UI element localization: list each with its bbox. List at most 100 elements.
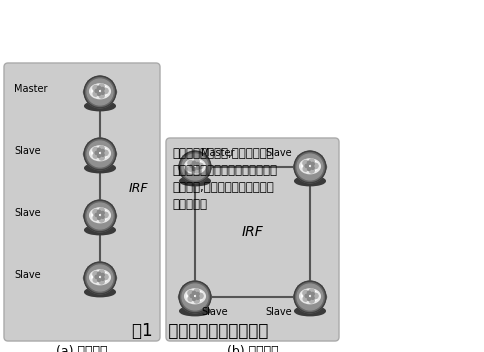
Circle shape	[194, 298, 199, 303]
Circle shape	[84, 138, 116, 170]
Circle shape	[101, 153, 104, 156]
Ellipse shape	[300, 159, 320, 174]
Circle shape	[188, 296, 193, 301]
Text: (a) 链形连接: (a) 链形连接	[56, 345, 108, 352]
Circle shape	[93, 277, 98, 282]
Circle shape	[93, 147, 98, 153]
Circle shape	[98, 216, 101, 219]
Circle shape	[196, 293, 199, 296]
Text: 图中线表示堆链路,用以区别普通: 图中线表示堆链路,用以区别普通	[172, 147, 274, 160]
Circle shape	[84, 262, 116, 294]
Text: Slave: Slave	[14, 208, 41, 218]
Text: 图1   堆叠的物理连接示意图: 图1 堆叠的物理连接示意图	[132, 322, 268, 340]
Ellipse shape	[180, 176, 211, 186]
Ellipse shape	[302, 160, 318, 172]
Circle shape	[101, 149, 104, 153]
Circle shape	[87, 79, 113, 105]
Ellipse shape	[85, 287, 115, 297]
Ellipse shape	[92, 209, 108, 221]
Circle shape	[193, 168, 196, 170]
Circle shape	[87, 265, 113, 291]
Circle shape	[101, 277, 104, 280]
Circle shape	[182, 284, 208, 310]
Ellipse shape	[92, 147, 108, 159]
Text: Slave: Slave	[201, 307, 227, 317]
Circle shape	[101, 215, 104, 218]
Circle shape	[93, 91, 98, 96]
Circle shape	[93, 209, 98, 215]
Text: IRF: IRF	[242, 225, 264, 239]
Circle shape	[103, 150, 108, 156]
Ellipse shape	[295, 176, 325, 186]
Circle shape	[98, 93, 101, 95]
Circle shape	[99, 146, 104, 151]
Circle shape	[188, 161, 194, 166]
Circle shape	[103, 212, 108, 218]
Circle shape	[307, 168, 310, 170]
Circle shape	[313, 293, 318, 299]
Ellipse shape	[92, 271, 108, 283]
Circle shape	[95, 151, 98, 155]
Ellipse shape	[90, 84, 110, 99]
Text: IRF: IRF	[128, 182, 148, 195]
Ellipse shape	[302, 290, 318, 302]
Circle shape	[99, 155, 105, 160]
Circle shape	[194, 168, 199, 173]
Ellipse shape	[85, 163, 115, 173]
Circle shape	[99, 93, 105, 98]
Circle shape	[99, 279, 105, 284]
Circle shape	[307, 297, 310, 301]
Text: (b) 环形连接: (b) 环形连接	[227, 345, 278, 352]
Circle shape	[303, 161, 308, 166]
Circle shape	[196, 296, 199, 299]
Text: Slave: Slave	[14, 270, 41, 280]
Circle shape	[182, 154, 208, 180]
Circle shape	[188, 166, 193, 171]
Circle shape	[297, 154, 323, 180]
Circle shape	[303, 296, 308, 301]
Circle shape	[311, 296, 314, 299]
Text: Slave: Slave	[14, 146, 41, 156]
Circle shape	[101, 212, 104, 215]
Circle shape	[294, 281, 326, 313]
Text: Slave: Slave	[265, 148, 292, 158]
Circle shape	[193, 297, 196, 301]
Circle shape	[197, 293, 203, 299]
Circle shape	[84, 76, 116, 108]
Ellipse shape	[90, 146, 110, 161]
Circle shape	[192, 291, 196, 295]
Circle shape	[307, 291, 311, 295]
Circle shape	[84, 200, 116, 232]
Circle shape	[190, 164, 194, 168]
Circle shape	[309, 298, 314, 303]
Ellipse shape	[90, 208, 110, 223]
Circle shape	[313, 163, 318, 169]
Circle shape	[99, 270, 104, 275]
Ellipse shape	[180, 306, 211, 316]
Circle shape	[311, 166, 314, 169]
Circle shape	[93, 215, 98, 220]
Text: 的以太网网线。它可以由单条物理: 的以太网网线。它可以由单条物理	[172, 164, 277, 177]
Circle shape	[99, 217, 105, 222]
Circle shape	[97, 210, 101, 213]
Polygon shape	[179, 281, 212, 313]
Circle shape	[103, 88, 108, 94]
Circle shape	[305, 294, 308, 297]
Ellipse shape	[295, 306, 325, 316]
Text: 聚合而成。: 聚合而成。	[172, 198, 207, 211]
Circle shape	[97, 148, 101, 151]
Ellipse shape	[92, 85, 108, 97]
Circle shape	[188, 290, 194, 296]
Text: 线路组成,也可有由多条物理线路: 线路组成,也可有由多条物理线路	[172, 181, 274, 194]
Ellipse shape	[187, 160, 203, 172]
Circle shape	[99, 208, 104, 213]
Circle shape	[303, 290, 308, 296]
Polygon shape	[179, 151, 212, 183]
Circle shape	[311, 162, 314, 166]
Polygon shape	[83, 200, 117, 232]
Text: Master: Master	[14, 84, 47, 94]
Circle shape	[87, 203, 113, 229]
Circle shape	[95, 89, 98, 93]
Circle shape	[192, 161, 196, 164]
Circle shape	[95, 275, 98, 278]
